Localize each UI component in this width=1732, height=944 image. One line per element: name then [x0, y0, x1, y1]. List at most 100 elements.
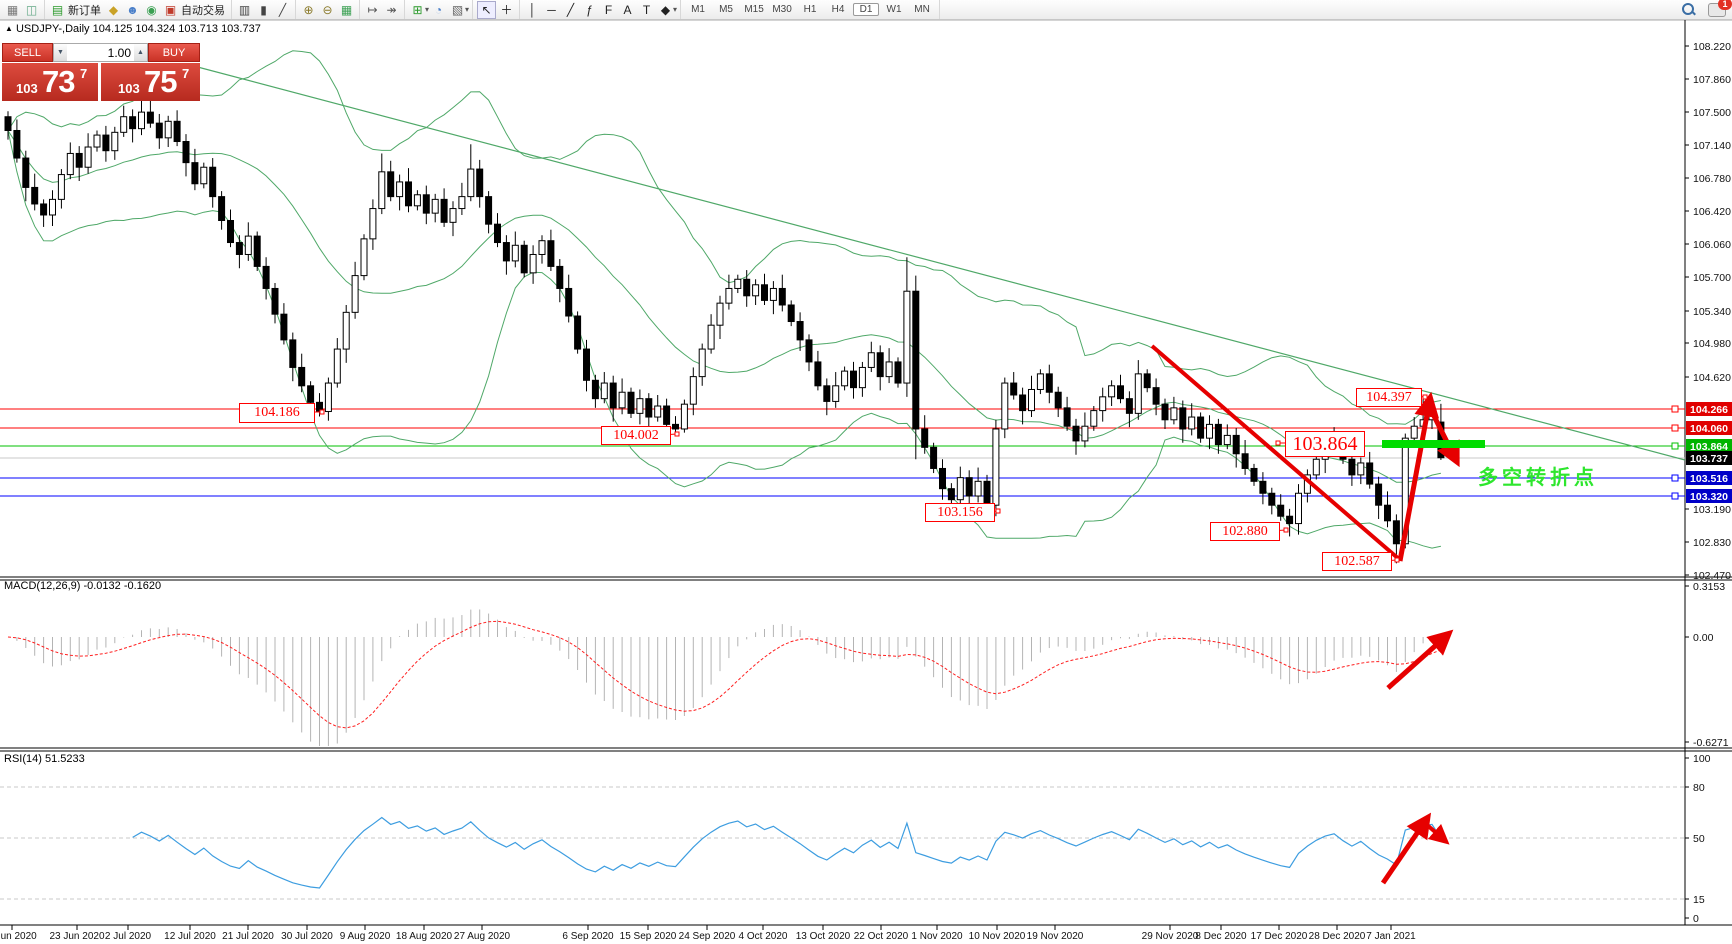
templates-caret-icon[interactable]: ▾ — [465, 5, 470, 14]
candle-body — [538, 240, 546, 255]
text-label-icon[interactable]: T — [642, 2, 651, 17]
candle-body — [138, 111, 145, 130]
candle-body — [218, 196, 226, 221]
bar-chart-icon[interactable]: ▥ — [238, 2, 251, 17]
main-chart-group — [0, 50, 1685, 564]
price-annotation-104.002[interactable]: 104.002 — [601, 426, 671, 445]
volume-down-button[interactable]: ▼ — [54, 44, 67, 61]
candle-body — [520, 244, 528, 274]
candle-body — [120, 116, 128, 133]
trendline-icon[interactable]: ╱ — [566, 2, 575, 17]
candle-body — [565, 287, 573, 317]
candle-body — [1384, 504, 1391, 522]
price-annotation-103.156[interactable]: 103.156 — [925, 503, 995, 522]
publisher-icon[interactable]: ☻ — [126, 2, 139, 17]
date-axis-label: 17 Dec 2020 — [1251, 931, 1308, 942]
candle-body — [1392, 520, 1400, 545]
shapes-caret-icon[interactable]: ▾ — [673, 5, 678, 14]
candle-body — [307, 385, 315, 403]
horizontal-line-icon[interactable]: ─ — [547, 2, 556, 17]
bull-bear-turning-point-label: 多空转折点 — [1478, 467, 1598, 489]
candle-body — [823, 385, 831, 402]
new-order-icon[interactable]: ▤ — [51, 2, 64, 17]
chart-shift-icon[interactable]: ↠ — [386, 2, 397, 17]
volume-up-button[interactable]: ▲ — [134, 44, 147, 61]
price-annotation-102.880[interactable]: 102.880 — [1210, 522, 1280, 541]
price-annotation-102.587[interactable]: 102.587 — [1322, 552, 1392, 571]
candle-body — [814, 361, 822, 387]
crosshair-icon[interactable]: ＋ — [500, 2, 513, 17]
timeframe-m5[interactable]: M5 — [719, 4, 733, 15]
price-tag-text: 103.737 — [1690, 453, 1728, 465]
sell-button[interactable]: SELL — [2, 43, 53, 62]
new-order-button[interactable]: 新订单 — [68, 4, 101, 17]
sound-icon[interactable]: ◉ — [146, 2, 157, 17]
search-icon[interactable] — [1681, 2, 1696, 17]
line-handle — [1671, 474, 1679, 482]
shapes-icon[interactable]: ◆ — [660, 2, 671, 17]
vertical-line-icon[interactable]: │ — [528, 2, 537, 17]
auto-scroll-icon[interactable]: ↦ — [367, 2, 378, 17]
text-icon[interactable]: A — [623, 2, 632, 17]
eraser-icon[interactable]: ◆ — [108, 2, 119, 17]
autotrading-icon[interactable]: ▣ — [164, 2, 177, 17]
macd-signal-line — [7, 620, 1442, 729]
date-axis-label: 1 Nov 2020 — [911, 931, 963, 942]
period-clock-icon[interactable]: ◔ — [434, 2, 443, 17]
cursor-icon[interactable]: ↖ — [477, 0, 497, 19]
collapse-icon[interactable]: ▲ — [5, 24, 13, 33]
timeframe-mn[interactable]: MN — [914, 4, 930, 15]
notifications-icon[interactable]: 1 — [1708, 0, 1732, 17]
date-axis-label: 9 Aug 2020 — [340, 931, 391, 942]
new-window-icon[interactable]: ▦ — [6, 2, 19, 17]
timeframe-m1[interactable]: M1 — [691, 4, 705, 15]
candle-body — [1054, 391, 1062, 409]
price-annotation-103.864[interactable]: 103.864 — [1285, 431, 1365, 457]
timeframe-h1[interactable]: H1 — [803, 4, 817, 15]
date-axis-label: 13 Oct 2020 — [796, 931, 851, 942]
add-indicator-caret-icon[interactable]: ▾ — [425, 5, 430, 14]
price-annotation-104.186[interactable]: 104.186 — [239, 403, 315, 423]
volume-input[interactable] — [67, 44, 134, 61]
candle-body — [912, 290, 920, 430]
tile-windows-icon[interactable]: ▦ — [340, 2, 353, 17]
rsi-label: RSI(14) 51.5233 — [4, 753, 85, 765]
market-watch-icon[interactable]: ◫ — [25, 2, 38, 17]
add-indicator-icon[interactable]: ⊞ — [412, 2, 423, 17]
candle-body — [645, 398, 653, 418]
fibonacci-icon[interactable]: ƒ — [586, 2, 593, 17]
candle-body — [387, 171, 395, 198]
timeframe-d1[interactable]: D1 — [853, 3, 880, 16]
channel-icon[interactable]: F — [604, 2, 613, 17]
candle-body — [351, 275, 359, 313]
autotrading-button[interactable]: 自动交易 — [181, 4, 225, 17]
red-trend-arrow-1 — [1397, 391, 1440, 562]
candle-body — [547, 240, 555, 267]
timeframe-h4[interactable]: H4 — [831, 4, 845, 15]
price-annotation-104.397[interactable]: 104.397 — [1356, 388, 1422, 407]
candle-body — [1108, 385, 1116, 398]
zoom-out-icon[interactable]: ⊖ — [322, 2, 333, 17]
buy-price-box[interactable]: 103 75 7 — [101, 63, 200, 101]
rsi-axis-label: 50 — [1693, 833, 1705, 845]
candle-body — [298, 366, 306, 387]
templates-icon[interactable]: ▧ — [451, 2, 464, 17]
timeframe-m15[interactable]: M15 — [744, 4, 764, 15]
zoom-in-icon[interactable]: ⊕ — [303, 2, 314, 17]
line-chart-icon[interactable]: ╱ — [278, 2, 287, 17]
candle-body — [164, 120, 172, 139]
candle-body — [93, 134, 101, 148]
candle-body — [725, 287, 733, 304]
candlestick-chart-icon[interactable]: ▮ — [260, 2, 267, 17]
chart-title: ▲ USDJPY-,Daily 104.125 104.324 103.713 … — [5, 23, 261, 35]
price-axis-label: 108.220 — [1693, 41, 1731, 53]
price-tag — [1686, 402, 1732, 416]
buy-button[interactable]: BUY — [148, 43, 200, 62]
candle-body — [663, 405, 671, 425]
sell-price-box[interactable]: 103 73 7 — [2, 63, 98, 101]
timeframe-m30[interactable]: M30 — [772, 4, 792, 15]
candle-body — [342, 311, 350, 350]
candle-body — [1125, 398, 1133, 414]
timeframe-w1[interactable]: W1 — [886, 4, 902, 15]
candle-body — [1036, 373, 1044, 390]
